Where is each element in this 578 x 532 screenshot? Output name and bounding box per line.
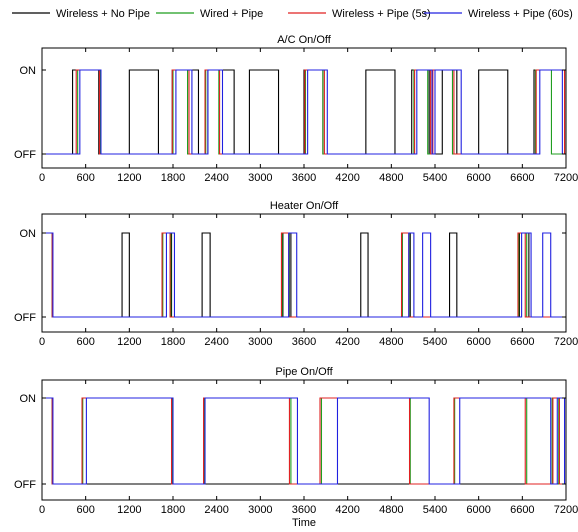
- series-line-wireless-no-pipe: [42, 69, 566, 155]
- x-tick-label: 6600: [510, 336, 534, 348]
- x-tick-label: 0: [39, 336, 45, 348]
- x-tick-label: 6600: [510, 504, 534, 516]
- y-tick-label-off: OFF: [14, 149, 36, 161]
- x-tick-label: 3000: [248, 504, 272, 516]
- x-tick-label: 600: [76, 336, 94, 348]
- x-tick-label: 3600: [292, 172, 316, 184]
- x-tick-label: 5400: [423, 172, 447, 184]
- legend: Wireless + No Pipe Wired + Pipe Wireless +…: [12, 8, 573, 20]
- x-tick-label: 7200: [554, 172, 578, 184]
- series-line-wired-pipe: [42, 232, 566, 318]
- y-tick-label-on: ON: [20, 228, 37, 240]
- x-tick-label: 5400: [423, 336, 447, 348]
- legend-label-wired-pipe: Wired + Pipe: [200, 8, 263, 20]
- y-tick-label-on: ON: [20, 393, 37, 405]
- x-tick-label: 3600: [292, 336, 316, 348]
- y-tick-label-off: OFF: [14, 479, 36, 491]
- x-tick-label: 3000: [248, 336, 272, 348]
- series-line-wired-pipe: [42, 397, 566, 485]
- x-tick-label: 6000: [466, 172, 490, 184]
- x-tick-label: 1200: [117, 172, 141, 184]
- x-tick-label: 2400: [204, 172, 228, 184]
- series-line-wireless-pipe-5s: [42, 232, 566, 318]
- x-tick-label: 4200: [335, 336, 359, 348]
- x-tick-label: 5400: [423, 504, 447, 516]
- x-tick-label: 1800: [161, 336, 185, 348]
- x-tick-label: 6000: [466, 504, 490, 516]
- series-line-wireless-pipe-60s: [42, 69, 566, 155]
- x-tick-label: 4800: [379, 172, 403, 184]
- x-tick-label: 1200: [117, 504, 141, 516]
- series-line-wireless-no-pipe: [42, 232, 566, 318]
- x-tick-label: 3600: [292, 504, 316, 516]
- panel-heater-on-off: Heater On/Off 0 600 1200 1800 2400 3000 3600 420…: [14, 200, 578, 348]
- x-tick-label: 1800: [161, 172, 185, 184]
- panel-title: Pipe On/Off: [275, 366, 333, 378]
- x-tick-label: 4200: [335, 172, 359, 184]
- x-tick-label: 1200: [117, 336, 141, 348]
- x-tick-label: 2400: [204, 336, 228, 348]
- panel-title: Heater On/Off: [270, 200, 339, 212]
- x-tick-label: 3000: [248, 172, 272, 184]
- x-tick-label: 600: [76, 172, 94, 184]
- plot-frame: [41, 213, 567, 333]
- x-tick-label: 4800: [379, 504, 403, 516]
- x-tick-label: 0: [39, 504, 45, 516]
- legend-label-wireless-no-pipe: Wireless + No Pipe: [56, 8, 150, 20]
- x-tick-label: 4200: [335, 504, 359, 516]
- series-line-wireless-no-pipe: [42, 397, 566, 485]
- x-tick-label: 600: [76, 504, 94, 516]
- panel-title: A/C On/Off: [277, 34, 332, 46]
- x-tick-label: 4800: [379, 336, 403, 348]
- series-line-wireless-pipe-5s: [42, 397, 566, 485]
- series-line-wireless-pipe-60s: [42, 232, 566, 318]
- x-tick-label: 1800: [161, 504, 185, 516]
- y-tick-label-on: ON: [20, 65, 37, 77]
- x-tick-label: 0: [39, 172, 45, 184]
- x-tick-label: 6600: [510, 172, 534, 184]
- series-line-wireless-pipe-60s: [42, 397, 566, 485]
- y-tick-label-off: OFF: [14, 312, 36, 324]
- legend-label-wireless-pipe-60s: Wireless + Pipe (60s): [468, 8, 573, 20]
- legend-label-wireless-pipe-5s: Wireless + Pipe (5s): [332, 8, 431, 20]
- panel-a-c-on-off: A/C On/Off 0 600 1200 1800 2400 3000 3600 4200 48…: [14, 34, 578, 184]
- panel-pipe-on-off: Pipe On/Off 0 600 1200 1800 2400 3000 3600 4200 4…: [14, 366, 578, 529]
- x-tick-label: 2400: [204, 504, 228, 516]
- x-tick-label: 7200: [554, 504, 578, 516]
- x-tick-label: 6000: [466, 336, 490, 348]
- x-axis-label: Time: [292, 517, 316, 529]
- x-tick-label: 7200: [554, 336, 578, 348]
- panels: A/C On/Off 0 600 1200 1800 2400 3000 3600 4200 48…: [14, 34, 578, 529]
